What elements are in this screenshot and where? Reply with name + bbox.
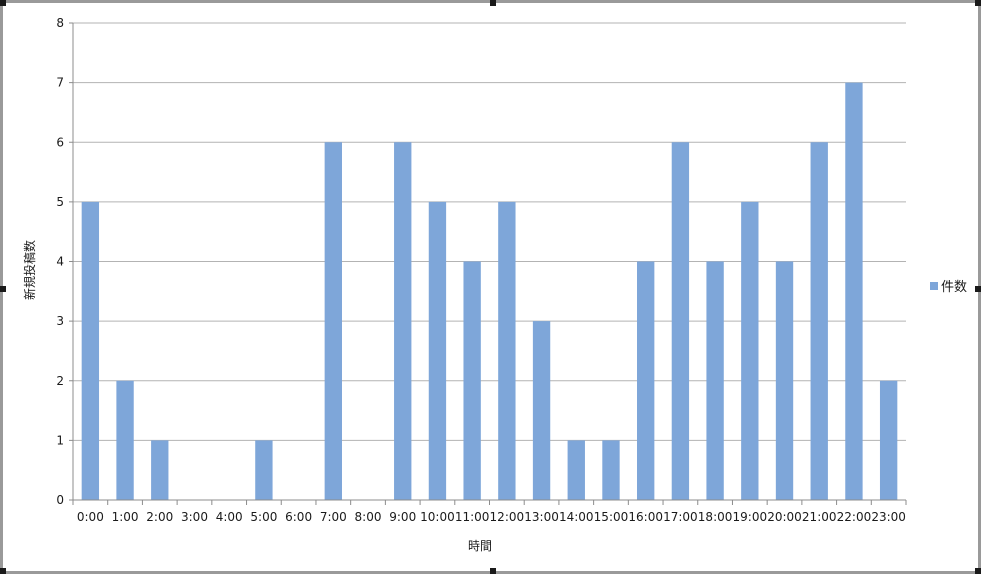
y-tick-label: 1 <box>56 433 64 447</box>
bar-18:00[interactable] <box>706 261 724 501</box>
x-tick-label: 9:00 <box>389 510 416 524</box>
x-tick-label: 0:00 <box>77 510 104 524</box>
resize-handle-top-center[interactable] <box>490 0 496 6</box>
x-axis-title: 時間 <box>468 539 492 553</box>
bar-5:00[interactable] <box>255 440 273 500</box>
resize-handle-top-right[interactable] <box>975 0 981 6</box>
bar-series[interactable] <box>81 82 898 501</box>
y-tick-label: 5 <box>56 195 64 209</box>
resize-handle-bottom-left[interactable] <box>0 568 6 574</box>
bar-22:00[interactable] <box>845 82 863 500</box>
y-tick-label: 4 <box>56 255 64 269</box>
y-axis-title: 新規投稿数 <box>22 240 37 300</box>
x-tick-label: 2:00 <box>146 510 173 524</box>
x-tick-label: 11:00 <box>455 510 490 524</box>
resize-handle-middle-right[interactable] <box>975 286 981 292</box>
resize-handle-bottom-center[interactable] <box>490 568 496 574</box>
y-tick-label: 2 <box>56 374 64 388</box>
x-tick-label: 6:00 <box>285 510 312 524</box>
x-tick-label: 22:00 <box>837 510 872 524</box>
bar-16:00[interactable] <box>637 261 655 501</box>
axes <box>69 22 907 505</box>
bar-20:00[interactable] <box>775 261 794 501</box>
bar-0:00[interactable] <box>81 201 100 500</box>
bar-7:00[interactable] <box>324 142 342 500</box>
bar-1:00[interactable] <box>116 380 134 500</box>
x-tick-label: 10:00 <box>420 510 455 524</box>
bar-15:00[interactable] <box>602 440 620 500</box>
gridlines <box>73 22 906 441</box>
bar-17:00[interactable] <box>671 142 690 500</box>
bar-2:00[interactable] <box>151 440 169 500</box>
x-tick-label: 18:00 <box>698 510 733 524</box>
x-tick-label: 1:00 <box>112 510 139 524</box>
bar-14:00[interactable] <box>567 440 585 500</box>
x-tick-label: 14:00 <box>559 510 594 524</box>
y-tick-label: 6 <box>56 135 64 149</box>
x-tick-label: 16:00 <box>628 510 663 524</box>
bar-11:00[interactable] <box>463 261 481 501</box>
bar-9:00[interactable] <box>394 142 412 500</box>
legend: 件数 <box>930 280 967 295</box>
resize-handle-bottom-right[interactable] <box>975 568 981 574</box>
x-tick-label: 19:00 <box>733 510 768 524</box>
y-tick-label: 0 <box>56 493 64 507</box>
bar-23:00[interactable] <box>879 380 898 500</box>
resize-handle-middle-left[interactable] <box>0 286 6 292</box>
x-tick-label: 4:00 <box>216 510 243 524</box>
legend-swatch <box>930 282 938 290</box>
x-tick-label: 23:00 <box>871 510 906 524</box>
bar-13:00[interactable] <box>532 321 551 500</box>
x-tick-label: 7:00 <box>320 510 347 524</box>
bar-19:00[interactable] <box>741 201 759 500</box>
x-tick-label: 20:00 <box>767 510 802 524</box>
x-tick-label: 12:00 <box>490 510 525 524</box>
y-tick-label: 3 <box>56 314 64 328</box>
bar-10:00[interactable] <box>428 201 447 500</box>
x-tick-label: 5:00 <box>250 510 277 524</box>
x-axis-tick-labels: 0:00 1:00 2:00 3:00 4:00 5:00 6:00 7:00 8:00 9:00… <box>77 510 906 524</box>
bar-12:00[interactable] <box>498 201 516 500</box>
resize-handle-top-left[interactable] <box>0 0 6 6</box>
y-axis-tick-labels: 0 1 2 3 4 5 6 7 8 <box>56 16 64 507</box>
legend-label: 件数 <box>941 280 967 295</box>
x-tick-label: 21:00 <box>802 510 837 524</box>
bar-21:00[interactable] <box>810 142 828 500</box>
y-tick-label: 7 <box>56 76 64 90</box>
x-tick-label: 3:00 <box>181 510 208 524</box>
x-tick-label: 8:00 <box>355 510 382 524</box>
x-tick-label: 15:00 <box>594 510 629 524</box>
y-tick-label: 8 <box>56 16 64 30</box>
x-tick-label: 13:00 <box>524 510 559 524</box>
x-tick-label: 17:00 <box>663 510 698 524</box>
